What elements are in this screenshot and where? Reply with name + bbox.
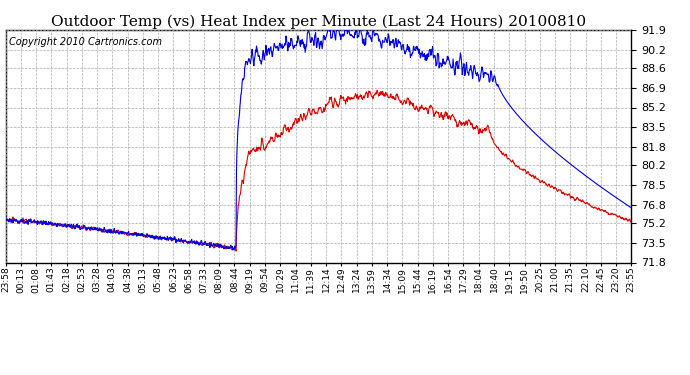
Text: Copyright 2010 Cartronics.com: Copyright 2010 Cartronics.com [9,37,161,47]
Title: Outdoor Temp (vs) Heat Index per Minute (Last 24 Hours) 20100810: Outdoor Temp (vs) Heat Index per Minute … [51,15,586,29]
